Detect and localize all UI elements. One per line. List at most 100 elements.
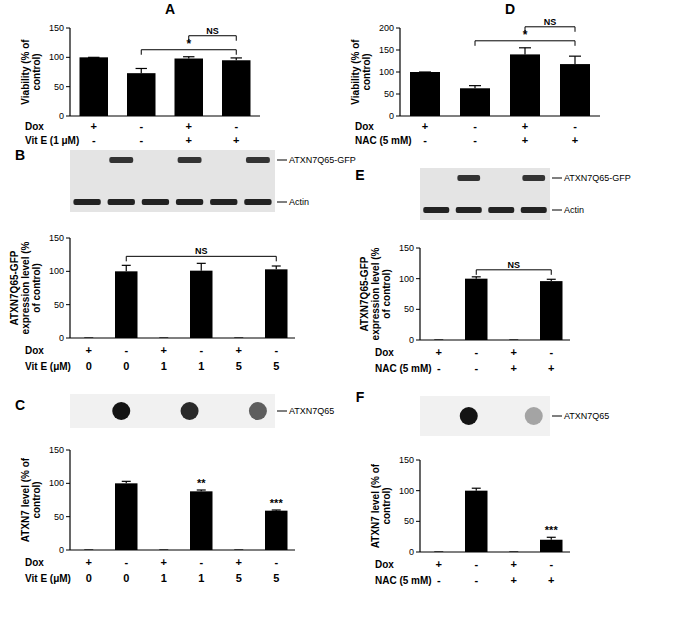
blot-label-line [552,210,562,211]
y-axis [419,248,420,340]
condition-value: - [474,346,478,358]
panel: D050100150200Viability (% ofcontrol)Dox+… [350,1,600,146]
blot: ATXN7Q65-GFPActin [420,168,631,220]
y-tick-label: 200 [379,23,394,33]
error-cap [547,279,556,280]
y-tick-label: 100 [399,486,414,496]
y-axis-label: Viability (% ofcontrol) [350,39,372,105]
y-tick-label: 0 [389,111,394,121]
error-cap [472,276,481,277]
error-bar [472,277,481,279]
y-tick-label: 150 [399,455,414,465]
bar [428,552,451,553]
condition-value: - [437,362,441,374]
significance-bracket [189,36,237,41]
error-stem [141,68,142,73]
condition-value: - [124,344,128,356]
y-tick [66,338,70,339]
y-axis-label: ATXN7 level (% ofcontrol) [370,463,392,548]
y-tick [66,304,70,305]
error-stem [574,56,575,64]
condition-value: + [186,134,192,146]
bar [190,271,213,338]
dot-blot-spot [525,407,543,425]
error-stem [126,265,127,271]
significance: NS [544,17,557,27]
figure: A050100150Viability (% ofcontrol)Dox+-+-… [0,0,685,634]
bars [434,488,562,552]
y-tick [66,86,70,87]
condition-value: + [572,134,578,146]
condition-value: - [573,120,577,132]
panel-letter: E [355,167,364,183]
y-tick-label: 100 [49,478,64,488]
condition-value: + [436,346,442,358]
condition-label: NAC (5 mM) [375,575,432,586]
y-axis-label-line: Viability (% of [20,39,31,105]
condition-value: + [186,120,192,132]
condition-value: - [474,574,478,586]
condition-value: + [236,556,242,568]
error-cap [122,481,131,482]
blot-label-line [552,416,562,417]
condition-value: + [161,556,167,568]
dot-blot-spot [249,402,267,420]
panel: C050100150ATXN7 level (% ofcontrol)Dox+-… [15,394,334,584]
blot-band [176,199,203,205]
condition-value: 1 [161,572,167,584]
blot-membrane [70,394,275,428]
condition-value: + [91,120,97,132]
blot-label: Actin [289,197,309,207]
significance: NS [195,246,208,256]
blot-band [73,199,100,205]
significance-bracket [525,27,575,32]
condition-value: - [234,120,238,132]
y-tick [66,28,70,29]
y-axis-label-line: ATXN7 level (% of [370,463,381,548]
error-bar [197,263,206,270]
error-bar [519,48,531,55]
condition-label: Vit E (1 μM) [25,135,79,146]
bar [540,540,563,552]
condition-value: - [199,556,203,568]
condition-value: + [86,344,92,356]
error-cap [159,549,168,550]
error-bar [136,68,147,73]
bar [127,73,156,116]
blot-band [142,199,169,205]
y-tick [66,516,70,517]
condition-value: - [473,120,477,132]
error-cap [197,489,206,490]
y-tick [416,460,420,461]
y-tick-label: 100 [379,67,394,77]
error-cap [547,537,556,538]
y-axis-label-line: ATXN7Q65-GFP [359,256,370,331]
blot-label: ATXN7Q65 [564,411,609,421]
error-bar [84,338,93,339]
y-tick [416,248,420,249]
y-axis-label: ATXN7Q65-GFPexpression level (%of contro… [9,241,42,334]
panel-letter: C [15,397,25,413]
condition-value: + [86,556,92,568]
condition-label: Dox [375,559,394,570]
condition-value: + [548,362,554,374]
error-bar [547,537,556,539]
bar [540,281,563,340]
bar [115,271,138,338]
y-tick-label: 150 [49,445,64,455]
condition-label: Dox [25,345,44,356]
error-cap [136,68,147,69]
condition-value: + [522,120,528,132]
y-tick [416,278,420,279]
error-cap [469,85,481,86]
condition-value: 1 [198,572,204,584]
blot-membrane [420,168,550,220]
y-tick-label: 0 [59,333,64,343]
y-axis-label-line: control) [31,53,42,90]
y-tick [66,450,70,451]
error-cap [234,337,243,338]
y-tick-label: 50 [54,300,64,310]
condition-value: 0 [123,360,129,372]
condition-label: Dox [25,121,44,132]
bar [510,54,540,116]
